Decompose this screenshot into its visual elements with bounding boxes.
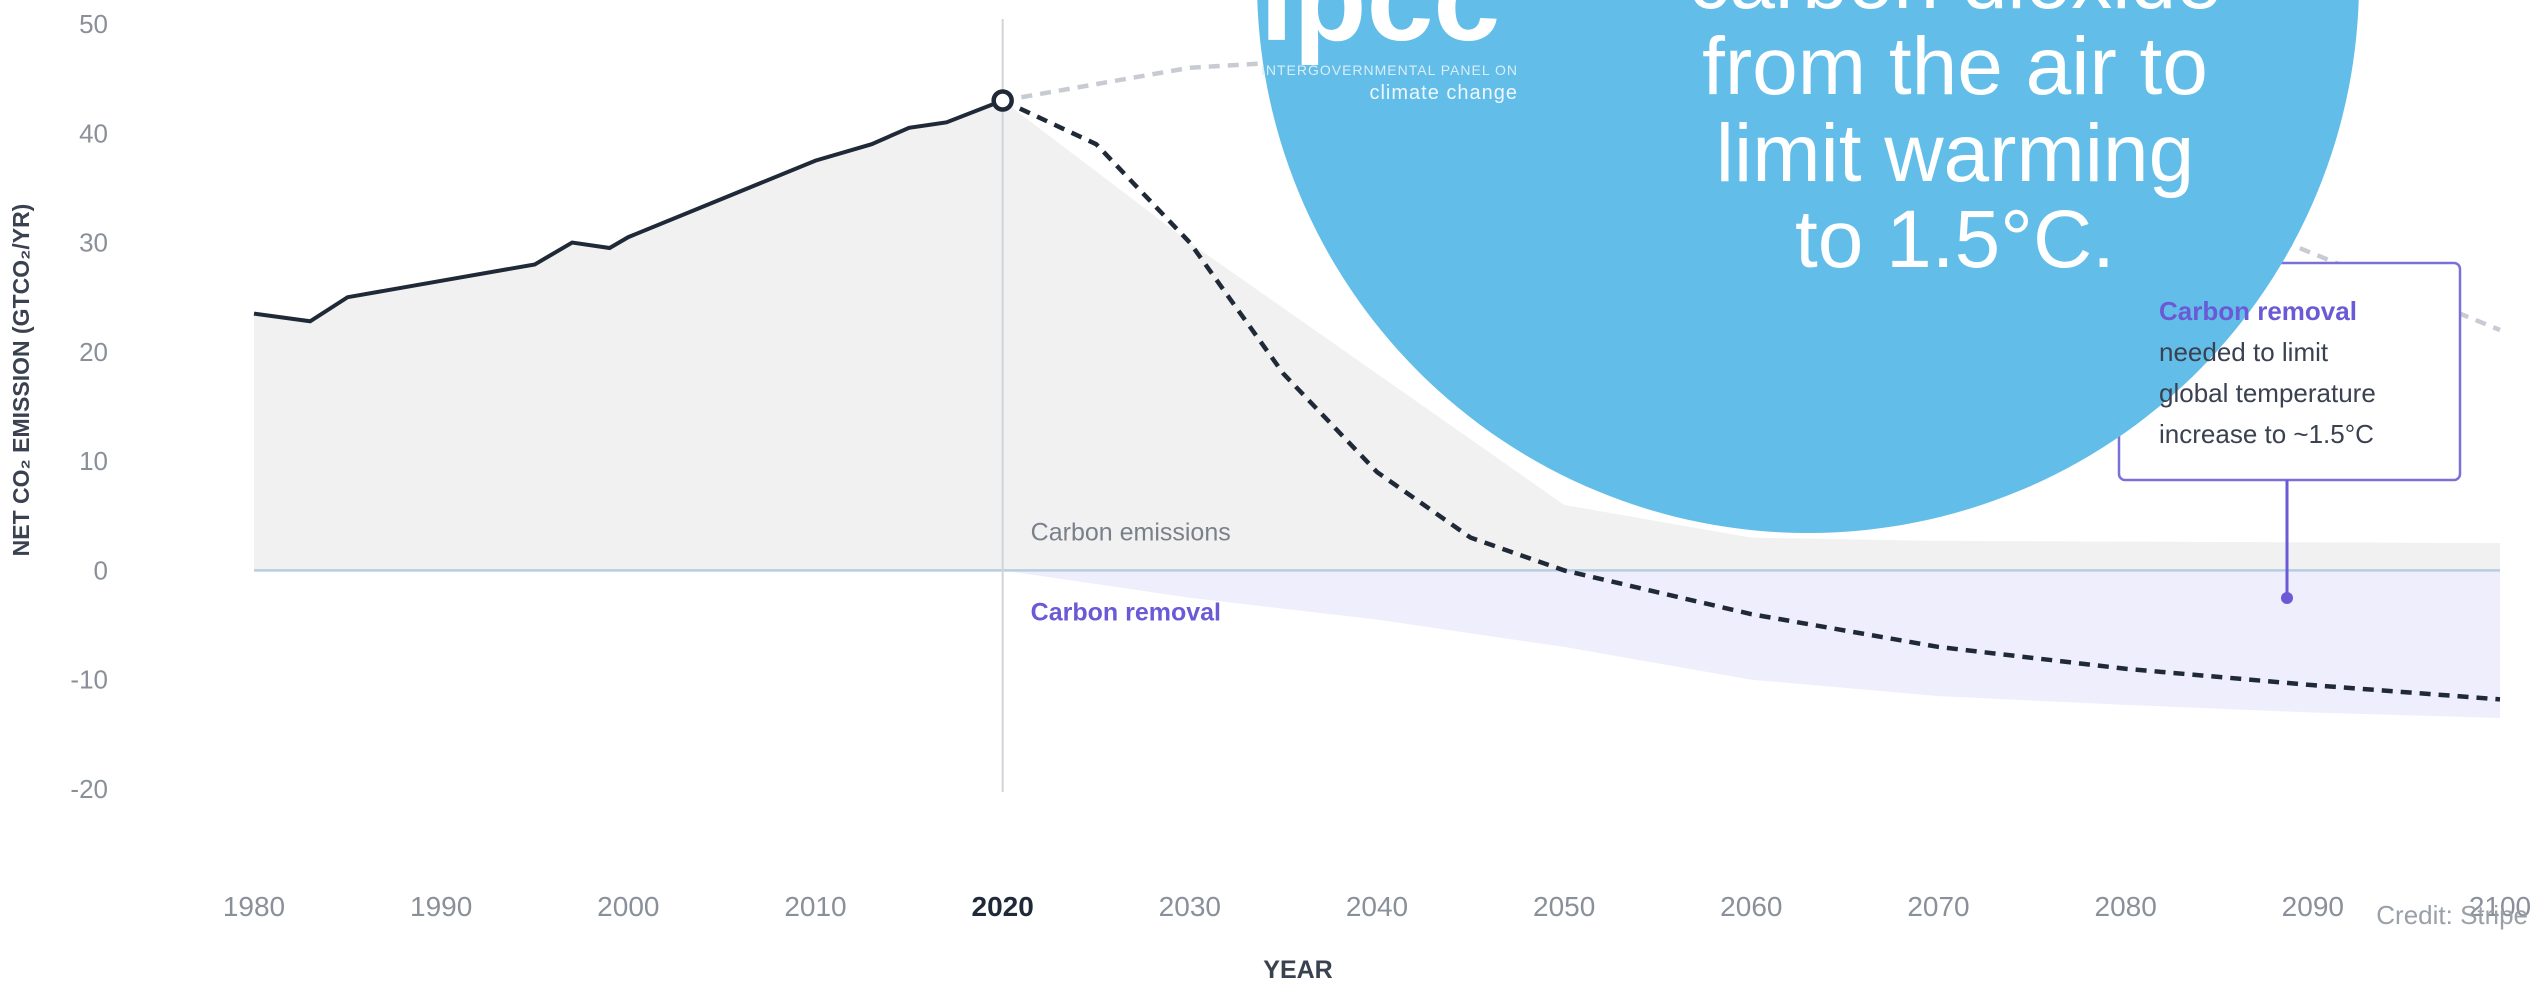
x-tick-label: 2000 (597, 891, 659, 922)
x-tick-label: 1980 (223, 891, 285, 922)
overlay-text: from the air to (1702, 21, 2208, 112)
overlay-text: to 1.5°C. (1795, 194, 2115, 285)
x-tick-label: 1990 (410, 891, 472, 922)
area (254, 100, 2500, 571)
x-tick-label: 2040 (1346, 891, 1408, 922)
x-tick-label: 2060 (1720, 891, 1782, 922)
x-tick-label: 2090 (2282, 891, 2344, 922)
y-tick-label: 30 (79, 228, 108, 258)
callout-title: Carbon removal (2159, 296, 2357, 326)
credit: Credit: Stripe (2376, 900, 2528, 930)
x-tick-label: 2020 (972, 891, 1034, 922)
y-tick-label: 10 (79, 446, 108, 476)
x-tick-label: 2100 (2469, 891, 2531, 922)
x-tick-label: 2070 (1907, 891, 1969, 922)
y-tick-label: 50 (79, 9, 108, 39)
areas (254, 100, 2500, 718)
series-line (253, 98, 1004, 324)
area (1002, 570, 2500, 718)
highlight-point (991, 89, 1014, 112)
callout-text: global temperature (2159, 378, 2376, 408)
y-tick-label: -20 (70, 774, 108, 804)
callout-dot (2281, 592, 2293, 604)
x-axis-label: YEAR (1263, 956, 1332, 983)
x-tick-label: 2030 (1159, 891, 1221, 922)
y-tick-label: -10 (70, 665, 108, 695)
overlay-text: limit warming (1716, 108, 2194, 199)
logo: ipcc (1260, 0, 1500, 66)
x-tick-label: 2080 (2095, 891, 2157, 922)
callout-text: needed to limit (2159, 337, 2329, 367)
logo-sub: climate change (1369, 82, 1518, 104)
overlay-text: carbon dioxide (1688, 0, 2221, 26)
overlay-circle (1257, 0, 2359, 533)
x-tick-label: 2010 (784, 891, 846, 922)
area-label: Carbon removal (1031, 598, 1221, 626)
y-tick-label: 20 (79, 337, 108, 367)
area-label: Carbon emissions (1031, 518, 1231, 546)
x-tick-label: 2050 (1533, 891, 1595, 922)
logo-sub: INTERGOVERNMENTAL PANEL ON (1261, 62, 1518, 78)
y-tick-label: 0 (94, 555, 108, 585)
callout-text: increase to ~1.5°C (2159, 419, 2374, 449)
y-tick-label: 40 (79, 118, 108, 148)
series-line (1001, 98, 2501, 702)
y-axis-label: NET CO₂ EMISSION (GTCO₂/YR) (8, 204, 34, 557)
